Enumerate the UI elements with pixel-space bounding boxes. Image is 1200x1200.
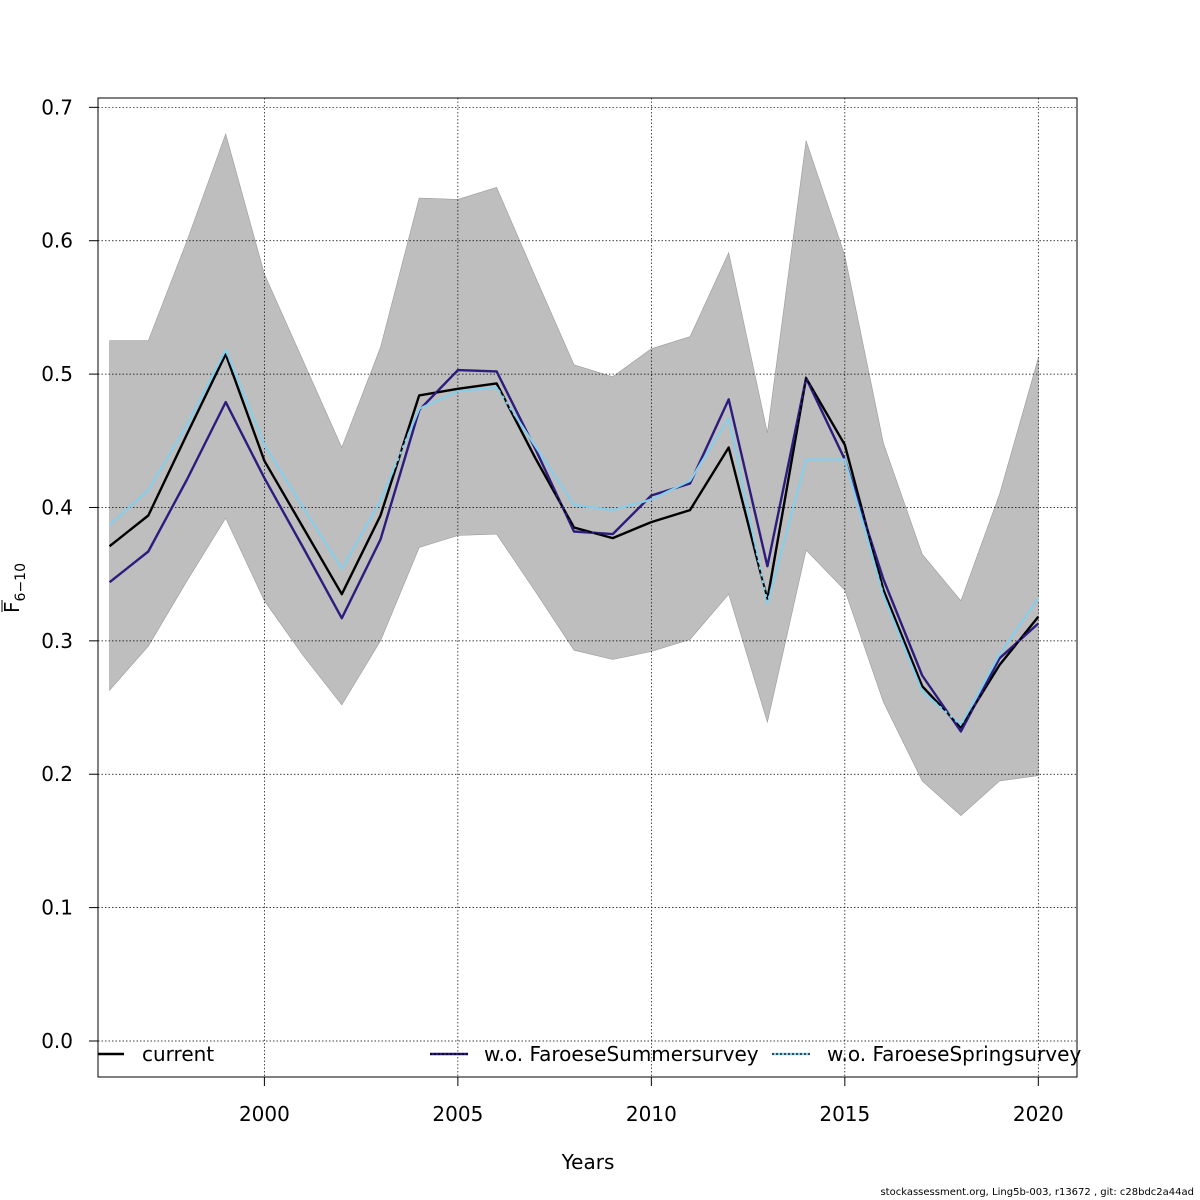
legend-label: w.o. FaroeseSpringsurvey — [827, 1042, 1081, 1066]
x-tick-label: 2020 — [1013, 1102, 1064, 1126]
x-tick-label: 2010 — [626, 1102, 677, 1126]
y-tick-label: 0.0 — [41, 1029, 73, 1053]
legend-item-wo-faroese-summersurvey: w.o. FaroeseSummersurvey — [430, 1042, 759, 1066]
y-axis: 0.0 0.1 0.2 0.3 0.4 0.5 0.6 0.7 — [41, 95, 98, 1053]
y-axis-title-subscript: 6−10 — [13, 563, 29, 601]
legend-item-wo-faroese-springsurvey: w.o. FaroeseSpringsurvey — [772, 1042, 1081, 1066]
x-axis: 2000 2005 2010 2015 2020 — [239, 1077, 1064, 1126]
y-axis-title: F6−10 — [0, 563, 29, 613]
x-tick-label: 2000 — [239, 1102, 290, 1126]
y-axis-title-main: F — [0, 601, 24, 613]
legend-label: w.o. FaroeseSummersurvey — [484, 1042, 759, 1066]
confidence-band — [109, 133, 1039, 817]
legend: current w.o. FaroeseSummersurvey w.o. Faro… — [98, 1042, 1081, 1066]
y-tick-label: 0.7 — [41, 95, 73, 119]
series-line-wo-faroese-summersurvey — [108, 368, 1040, 733]
series-line-wo-faroese-springsurvey — [108, 349, 1040, 727]
x-axis-title: Years — [561, 1150, 615, 1174]
legend-item-current: current — [98, 1042, 214, 1066]
y-tick-label: 0.1 — [41, 896, 73, 920]
y-tick-label: 0.3 — [41, 629, 73, 653]
svg-text:F6−10: F6−10 — [0, 563, 29, 613]
confidence-band-area — [109, 133, 1039, 817]
plot-frame — [97, 97, 1078, 1078]
x-tick-label: 2015 — [819, 1102, 870, 1126]
y-tick-label: 0.5 — [41, 362, 73, 386]
grid — [98, 98, 1077, 1077]
x-tick-label: 2005 — [432, 1102, 483, 1126]
y-tick-label: 0.2 — [41, 762, 73, 786]
legend-label: current — [142, 1042, 214, 1066]
y-tick-label: 0.4 — [41, 495, 73, 519]
series-lines — [108, 349, 1040, 733]
y-tick-label: 0.6 — [41, 229, 73, 253]
footer-note: stockassessment.org, Ling5b-003, r13672 … — [880, 1187, 1194, 1198]
series-line-current-dashed-overlay — [109, 352, 1039, 729]
